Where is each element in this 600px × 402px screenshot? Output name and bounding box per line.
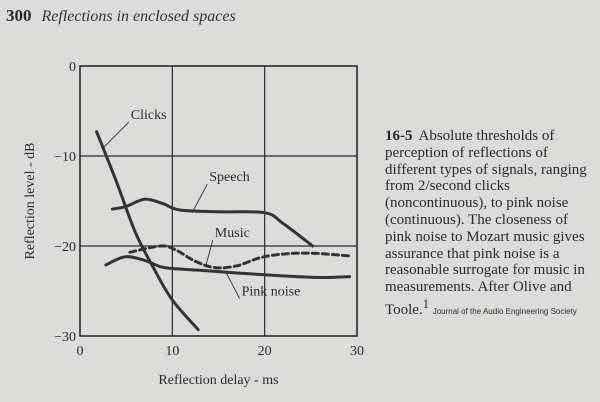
figure-caption: 16-5 Absolute thresholds of perception of…: [385, 128, 597, 321]
series-line-speech: [110, 197, 315, 248]
annotation-leader: [205, 239, 214, 267]
annotation-leader: [225, 271, 240, 299]
running-title: Reflections in enclosed spaces: [41, 8, 236, 25]
annotation-label-music: Music: [215, 226, 250, 241]
annotation-label-speech: Speech: [209, 170, 249, 185]
footnote-marker: 1: [422, 296, 429, 311]
y-axis-label: Reflection level - dB: [23, 142, 38, 259]
x-tick-label: 0: [77, 344, 84, 359]
y-tick-label: −30: [54, 330, 76, 345]
x-tick-label: 10: [165, 344, 179, 359]
plot-frame: [79, 65, 358, 337]
series-line-clicks: [95, 130, 200, 332]
x-tick-label: 20: [258, 344, 272, 359]
figure-number: 16-5: [385, 128, 413, 144]
caption-source: Journal of the Audio Engineering Society: [432, 306, 577, 316]
annotation-leader: [103, 121, 130, 148]
y-tick-label: 0: [69, 60, 76, 75]
y-tick-label: −10: [54, 150, 76, 165]
caption-text: Absolute thresholds of perception of ref…: [385, 128, 587, 318]
x-axis-label: Reflection delay - ms: [158, 373, 278, 388]
y-tick-label: −20: [54, 240, 76, 255]
page-header: 300 Reflections in enclosed spaces: [6, 6, 236, 26]
series-line-music: [128, 244, 352, 270]
page-number: 300: [6, 6, 32, 25]
annotation-label-pink-noise: Pink noise: [242, 285, 301, 300]
x-tick-label: 30: [350, 344, 364, 359]
annotation-leader: [193, 183, 208, 211]
series-line-pink-noise: [104, 255, 352, 280]
annotation-label-clicks: Clicks: [131, 108, 167, 123]
